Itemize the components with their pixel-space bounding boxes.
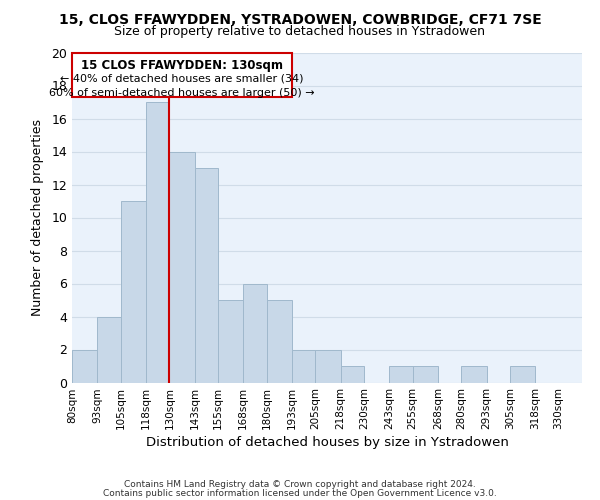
Bar — [413, 366, 438, 382]
Text: Size of property relative to detached houses in Ystradowen: Size of property relative to detached ho… — [115, 25, 485, 38]
Bar — [292, 350, 316, 382]
Bar — [146, 102, 169, 382]
Bar — [316, 350, 341, 382]
Y-axis label: Number of detached properties: Number of detached properties — [31, 119, 44, 316]
Bar — [461, 366, 487, 382]
Text: 15 CLOS FFAWYDDEN: 130sqm: 15 CLOS FFAWYDDEN: 130sqm — [81, 59, 283, 72]
Text: Contains public sector information licensed under the Open Government Licence v3: Contains public sector information licen… — [103, 488, 497, 498]
Bar — [97, 316, 121, 382]
Bar — [194, 168, 218, 382]
Text: 15, CLOS FFAWYDDEN, YSTRADOWEN, COWBRIDGE, CF71 7SE: 15, CLOS FFAWYDDEN, YSTRADOWEN, COWBRIDG… — [59, 12, 541, 26]
X-axis label: Distribution of detached houses by size in Ystradowen: Distribution of detached houses by size … — [146, 436, 508, 450]
Bar — [341, 366, 364, 382]
Bar — [389, 366, 413, 382]
Bar — [266, 300, 292, 382]
Bar — [218, 300, 243, 382]
Bar — [169, 152, 194, 382]
Text: 60% of semi-detached houses are larger (50) →: 60% of semi-detached houses are larger (… — [49, 88, 315, 98]
Bar — [121, 201, 146, 382]
Text: Contains HM Land Registry data © Crown copyright and database right 2024.: Contains HM Land Registry data © Crown c… — [124, 480, 476, 489]
Text: ← 40% of detached houses are smaller (34): ← 40% of detached houses are smaller (34… — [60, 73, 304, 83]
Bar — [510, 366, 535, 382]
Bar — [72, 350, 97, 382]
Bar — [72, 54, 292, 97]
Bar — [243, 284, 266, 382]
